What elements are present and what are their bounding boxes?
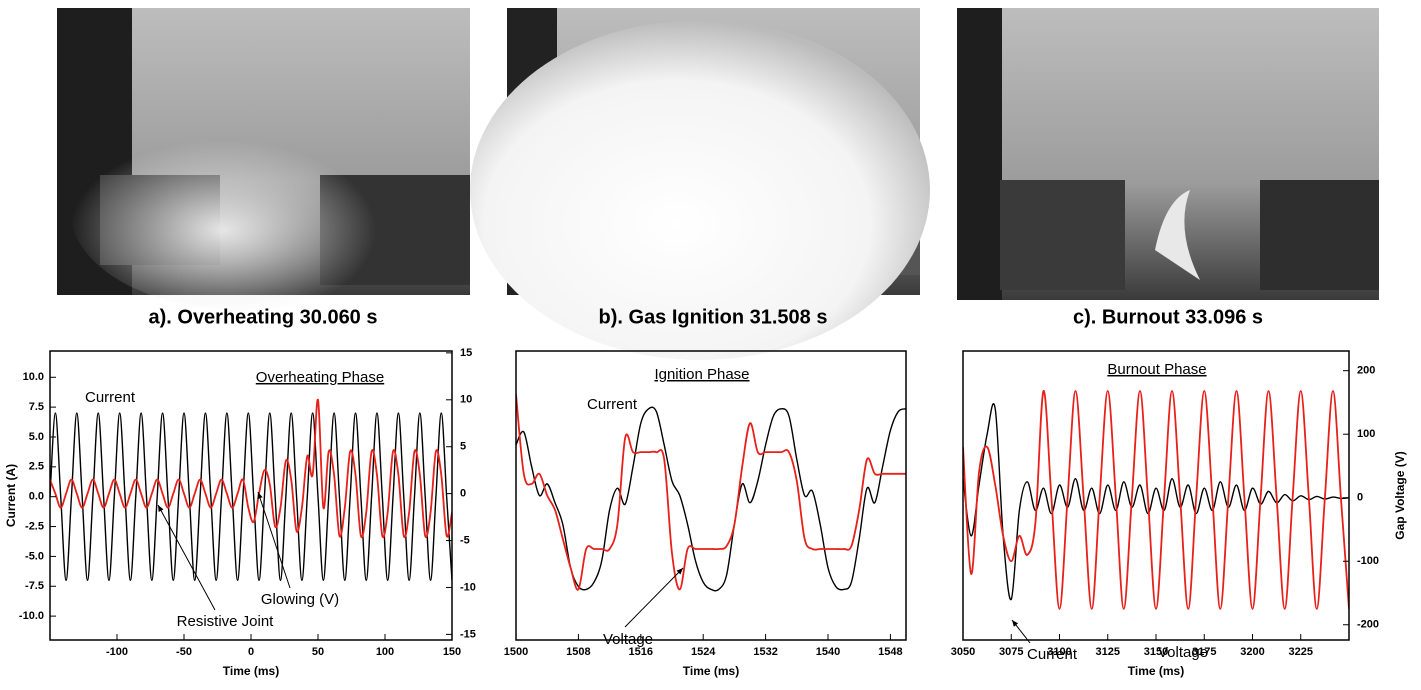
annotation: Burnout Phase [1107, 361, 1206, 378]
y-tick-label: 2.5 [29, 461, 44, 473]
plot-frame [515, 350, 907, 641]
annotation-arrow [257, 491, 291, 589]
x-tick-label: 1532 [753, 646, 777, 658]
annotation: Current [85, 389, 136, 406]
y2-tick-label: 10 [460, 394, 472, 406]
series-line [516, 394, 906, 591]
y-tick-label: 10.0 [23, 371, 44, 383]
y-tick-label: 5.0 [29, 431, 44, 443]
y-tick-label: -5.0 [25, 550, 44, 562]
x-axis-label: Time (ms) [1128, 664, 1184, 678]
x-axis-label: Time (ms) [223, 664, 279, 678]
annotation: Voltage [1158, 644, 1208, 661]
y2-tick-label: 200 [1357, 365, 1375, 377]
x-tick-label: 3175 [1192, 646, 1216, 658]
series-line [50, 412, 452, 581]
caption: c). Burnout 33.096 s [1073, 306, 1263, 328]
y2-axis-label: Gap Voltage (V) [1393, 451, 1407, 539]
y2-tick-label: 15 [460, 347, 472, 359]
annotation: Glowing (V) [261, 591, 339, 608]
y-tick-label: -10.0 [19, 610, 44, 622]
y2-tick-label: -10 [460, 581, 476, 593]
y2-tick-label: 0 [1357, 492, 1363, 504]
x-tick-label: 50 [312, 646, 324, 658]
series-line [50, 398, 452, 539]
x-tick-label: 3100 [1047, 646, 1071, 658]
y2-tick-label: -100 [1357, 555, 1379, 567]
annotation: Current [1027, 646, 1078, 663]
y-tick-label: -7.5 [25, 580, 44, 592]
x-tick-label: 1516 [629, 646, 653, 658]
x-tick-label: 1508 [566, 646, 590, 658]
arrow-head [676, 568, 683, 575]
arrow-head [1012, 620, 1019, 627]
x-tick-label: 1524 [691, 646, 716, 658]
series-line [963, 403, 1349, 601]
annotation-arrow [624, 567, 684, 628]
plot-frame [962, 350, 1350, 641]
x-tick-label: 3075 [999, 646, 1023, 658]
y-tick-label: 0.0 [29, 491, 44, 503]
annotation: Current [587, 396, 638, 413]
y-tick-label: -2.5 [25, 520, 44, 532]
x-tick-label: 1500 [504, 646, 528, 658]
photo-burnout [957, 8, 1379, 300]
y2-tick-label: -5 [460, 534, 470, 546]
x-tick-label: 1540 [816, 646, 840, 658]
y-axis-label: Current (A) [4, 464, 18, 527]
photo-ignition [470, 8, 930, 360]
caption: a). Overheating 30.060 s [148, 306, 377, 328]
x-tick-label: 3150 [1144, 646, 1168, 658]
annotation: Overheating Phase [256, 369, 384, 386]
annotation: Resistive Joint [177, 613, 275, 630]
series-line [963, 390, 1349, 610]
y2-tick-label: 0 [460, 488, 466, 500]
x-tick-label: 1548 [878, 646, 902, 658]
x-tick-label: -100 [106, 646, 128, 658]
x-tick-label: 3225 [1289, 646, 1313, 658]
x-tick-label: 0 [248, 646, 254, 658]
y2-tick-label: -15 [460, 628, 476, 640]
photo-overheating [57, 8, 470, 310]
y2-tick-label: 5 [460, 441, 466, 453]
x-tick-label: 3200 [1240, 646, 1264, 658]
y2-tick-label: -200 [1357, 619, 1379, 631]
x-axis-label: Time (ms) [683, 664, 739, 678]
x-tick-label: 3050 [951, 646, 975, 658]
x-tick-label: 100 [376, 646, 394, 658]
arrow-head [158, 505, 164, 512]
y2-tick-label: 100 [1357, 428, 1375, 440]
annotation-arrow [157, 504, 216, 611]
arrow-head [257, 492, 263, 499]
x-tick-label: -50 [176, 646, 192, 658]
annotation: Ignition Phase [654, 366, 749, 383]
annotation: Voltage [603, 631, 653, 648]
x-tick-label: 150 [443, 646, 461, 658]
series-line [516, 406, 906, 592]
caption: b). Gas Ignition 31.508 s [599, 306, 828, 328]
y-tick-label: 7.5 [29, 401, 44, 413]
x-tick-label: 3125 [1096, 646, 1120, 658]
